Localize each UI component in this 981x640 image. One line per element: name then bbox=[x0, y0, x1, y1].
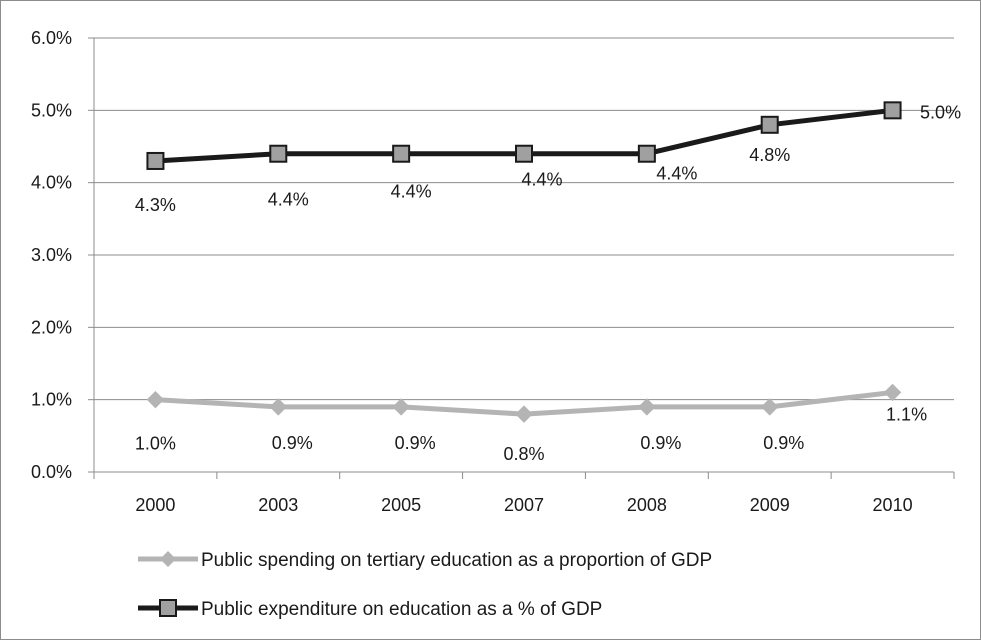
series-layer bbox=[146, 101, 902, 423]
series-2-point bbox=[637, 144, 656, 163]
series-2-data-label: 4.4% bbox=[268, 190, 309, 210]
x-tick-label: 2003 bbox=[258, 495, 298, 515]
x-tick-label: 2009 bbox=[750, 495, 790, 515]
series-1-data-label: 0.8% bbox=[503, 444, 544, 464]
series-1-point bbox=[638, 398, 656, 416]
y-tick-label: 0.0% bbox=[31, 462, 72, 482]
series-1-data-label: 1.1% bbox=[886, 404, 927, 424]
series-2-point bbox=[515, 144, 533, 163]
legend-marker-1 bbox=[160, 551, 176, 567]
x-tick-label: 2005 bbox=[381, 495, 421, 515]
series-2-data-label: 5.0% bbox=[920, 102, 961, 122]
y-tick-label: 3.0% bbox=[31, 245, 72, 265]
series-1-data-label: 0.9% bbox=[763, 433, 804, 453]
series-2-data-label: 4.8% bbox=[749, 145, 790, 165]
series-1-data-label: 0.9% bbox=[395, 433, 436, 453]
series-1-point bbox=[515, 405, 533, 423]
legend-label-1: Public spending on tertiary education as… bbox=[201, 550, 712, 571]
series-2-data-label: 4.4% bbox=[521, 170, 562, 190]
data-labels: 1.0% 0.9% 0.9% 0.8% 0.9% 0.9% 1.1% 4.3% 4.4% 4.4%… bbox=[135, 102, 961, 464]
y-tick-label: 2.0% bbox=[31, 317, 72, 337]
series-1-point bbox=[146, 390, 165, 409]
y-tick-label: 6.0% bbox=[31, 28, 72, 48]
legend-label-2: Public expenditure on education as a % o… bbox=[201, 599, 602, 620]
series-2-point bbox=[146, 151, 165, 170]
series-1-point bbox=[269, 398, 287, 416]
series-1-data-label: 1.0% bbox=[135, 434, 176, 454]
series-2-data-label: 4.4% bbox=[656, 164, 697, 184]
series-1-point bbox=[392, 398, 410, 416]
x-tick-label: 2007 bbox=[504, 495, 544, 515]
series-2-point bbox=[392, 144, 411, 163]
series-2-point bbox=[883, 101, 902, 120]
series-1-data-label: 0.9% bbox=[640, 433, 681, 453]
series-2-point bbox=[269, 144, 288, 163]
legend: Public spending on tertiary education as… bbox=[138, 550, 712, 620]
gridlines bbox=[94, 37, 954, 401]
x-tick-label: 2000 bbox=[135, 495, 175, 515]
axes: 0.0% 1.0% 2.0% 3.0% 4.0% 5.0% 6.0% 2000 2003 2005… bbox=[31, 28, 955, 515]
series-2-data-label: 4.4% bbox=[391, 182, 432, 202]
x-tick-label: 2010 bbox=[873, 495, 913, 515]
series-1-point bbox=[761, 398, 779, 416]
series-1-data-label: 0.9% bbox=[272, 433, 313, 453]
y-tick-label: 4.0% bbox=[31, 173, 72, 193]
legend-marker-2 bbox=[159, 599, 177, 617]
y-tick-label: 5.0% bbox=[31, 100, 72, 120]
y-tick-label: 1.0% bbox=[31, 390, 72, 410]
x-tick-label: 2008 bbox=[627, 495, 667, 515]
series-1-point bbox=[883, 383, 902, 402]
series-2-data-label: 4.3% bbox=[135, 195, 176, 215]
series-2-point bbox=[760, 115, 779, 134]
